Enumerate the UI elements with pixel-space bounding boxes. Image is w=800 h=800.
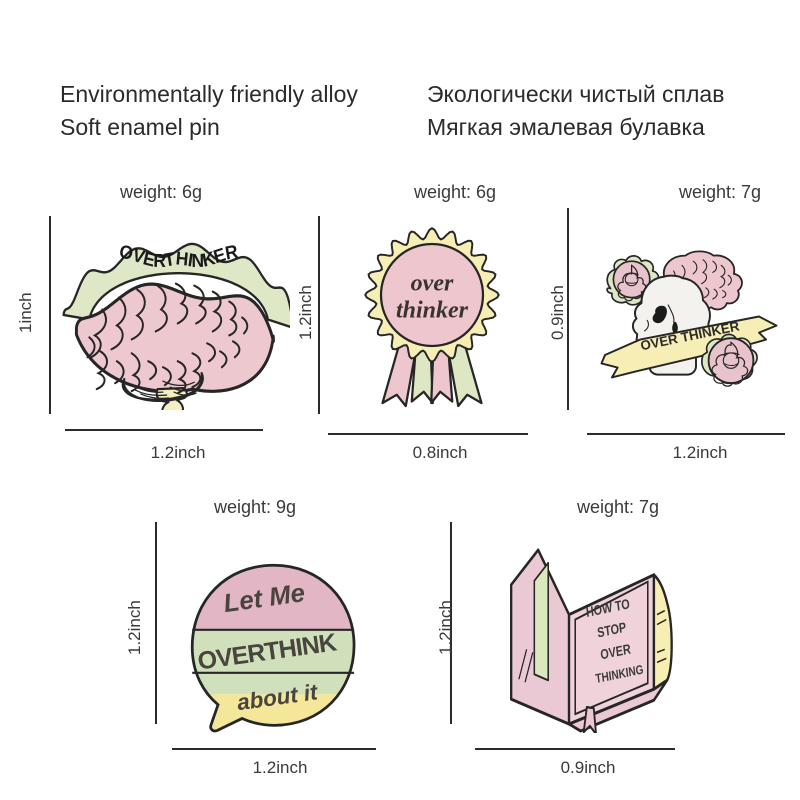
svg-text:thinker: thinker	[396, 298, 469, 324]
svg-text:over: over	[411, 271, 454, 297]
